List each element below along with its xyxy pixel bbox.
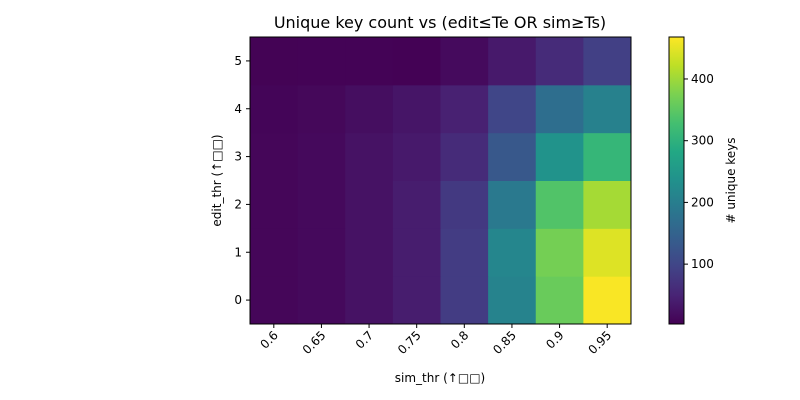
x-tick-label: 0.7	[353, 328, 376, 351]
heatmap-cell	[440, 84, 489, 134]
heatmap-cell	[440, 37, 489, 86]
heatmap-cell	[488, 132, 537, 181]
x-tick-label: 0.85	[490, 328, 519, 357]
y-tick-label: 2	[234, 197, 242, 211]
heatmap-cell	[345, 132, 394, 181]
heatmap-cell	[250, 132, 299, 181]
heatmap-cell	[297, 180, 346, 229]
heatmap-cell	[250, 84, 299, 134]
heatmap-cell	[392, 84, 441, 134]
x-axis-ticks: 0.6 0.65 0.7 0.75 0.8 0.85 0.9 0.95	[258, 324, 615, 357]
y-tick-label: 1	[234, 245, 242, 259]
colorbar-tick-label: 100	[691, 257, 714, 271]
heatmap-cell	[345, 228, 394, 277]
heatmap-cell	[488, 37, 537, 86]
x-tick-label: 0.95	[586, 328, 615, 357]
heatmap-cell	[535, 180, 584, 229]
x-tick-label: 0.9	[543, 328, 566, 351]
heatmap-cell	[583, 180, 632, 229]
heatmap-cell	[535, 84, 584, 134]
heatmap-cell	[488, 84, 537, 134]
heatmap-cell	[250, 276, 299, 325]
heatmap-cell	[488, 276, 537, 325]
x-tick-label: 0.75	[395, 328, 424, 357]
heatmap-cell	[440, 132, 489, 181]
colorbar-tick-label: 300	[691, 134, 714, 148]
plot-frame	[249, 36, 632, 325]
y-tick-label: 0	[234, 293, 242, 307]
heatmap-cell	[345, 84, 394, 134]
heatmap-cell	[392, 228, 441, 277]
colorbar-tick-label: 200	[691, 195, 714, 209]
heatmap-cell	[583, 276, 632, 325]
heatmap-cells	[250, 37, 632, 325]
heatmap-cell	[392, 180, 441, 229]
heatmap-cell	[583, 84, 632, 134]
colorbar	[668, 36, 685, 325]
heatmap-cell	[297, 37, 346, 86]
chart-title: Unique key count vs (edit≤Te OR sim≥Ts)	[274, 13, 606, 32]
heatmap-cell	[345, 37, 394, 86]
heatmap-cell	[297, 132, 346, 181]
colorbar-tick-label: 400	[691, 72, 714, 86]
heatmap-cell	[535, 132, 584, 181]
heatmap-cell	[297, 84, 346, 134]
y-tick-label: 5	[234, 54, 242, 68]
heatmap-cell	[488, 228, 537, 277]
x-tick-label: 0.6	[258, 328, 281, 351]
heatmap-cell	[345, 276, 394, 325]
y-axis-ticks: 0 1 2 3 4 5	[234, 54, 250, 307]
x-tick-label: 0.65	[300, 328, 329, 357]
heatmap-cell	[488, 180, 537, 229]
heatmap-cell	[535, 37, 584, 86]
colorbar-ticks: 100 200 300 400	[684, 72, 714, 271]
heatmap-cell	[440, 228, 489, 277]
heatmap-cell	[345, 180, 394, 229]
heatmap-cell	[583, 132, 632, 181]
y-axis-label: edit_thr (↑□□)	[210, 134, 224, 226]
heatmap-cell	[250, 37, 299, 86]
heatmap-cell	[297, 228, 346, 277]
y-tick-label: 4	[234, 102, 242, 116]
heatmap-cell	[535, 276, 584, 325]
heatmap-cell	[297, 276, 346, 325]
heatmap-cell	[250, 228, 299, 277]
x-tick-label: 0.8	[448, 328, 471, 351]
heatmap-cell	[535, 228, 584, 277]
heatmap-cell	[440, 276, 489, 325]
heatmap-cell	[250, 180, 299, 229]
heatmap-cell	[392, 37, 441, 86]
heatmap-cell	[392, 132, 441, 181]
heatmap-cell	[392, 276, 441, 325]
heatmap-cell	[583, 37, 632, 86]
x-axis-label: sim_thr (↑□□)	[395, 371, 485, 385]
y-tick-label: 3	[234, 150, 242, 164]
colorbar-label: # unique keys	[724, 137, 738, 223]
heatmap-cell	[583, 228, 632, 277]
heatmap-cell	[440, 180, 489, 229]
